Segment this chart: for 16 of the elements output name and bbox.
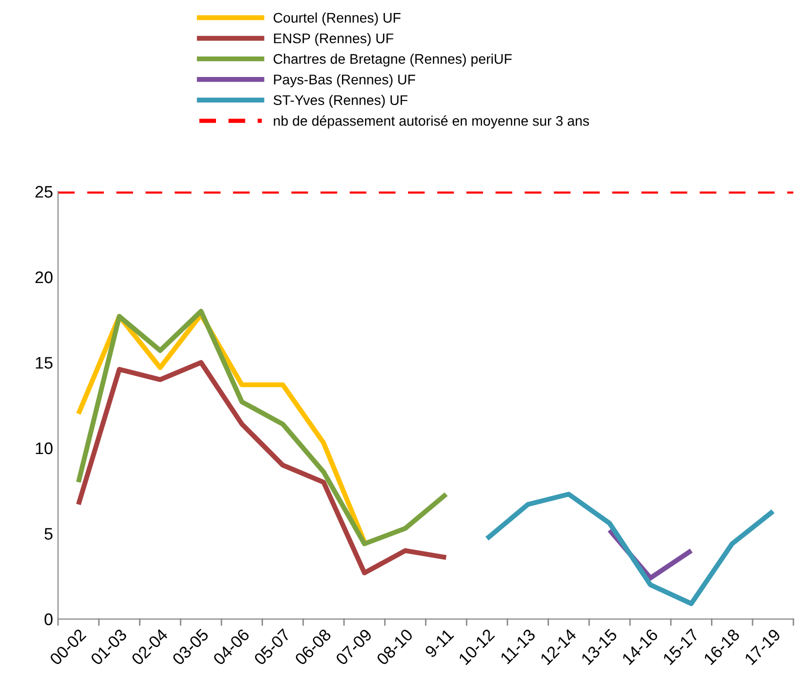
y-tick-label: 15 — [36, 357, 52, 369]
line-series — [76, 360, 449, 576]
legend-label: nb de dépassement autorisé en moyenne sur 3 ans — [274, 115, 589, 129]
y-tick-label: 5 — [44, 528, 52, 540]
y-tick-label: 20 — [35, 271, 53, 284]
legend-label: Courtel (Rennes) UF — [274, 12, 401, 26]
line-series — [76, 308, 449, 546]
y-tick-label: 10 — [36, 442, 53, 454]
legend-label: Chartres de Bretagne (Rennes) periUF — [274, 54, 512, 67]
legend-label: ST-Yves (Rennes) UF — [274, 94, 408, 108]
line-series — [484, 492, 776, 606]
y-tick-label: 0 — [44, 613, 53, 626]
legend-label: ENSP (Rennes) UF — [274, 33, 394, 46]
x-tick-label: 9-11 — [424, 628, 454, 658]
y-tick-label: 25 — [35, 186, 52, 198]
legend-label: Pays-Bas (Rennes) UF — [274, 74, 416, 88]
